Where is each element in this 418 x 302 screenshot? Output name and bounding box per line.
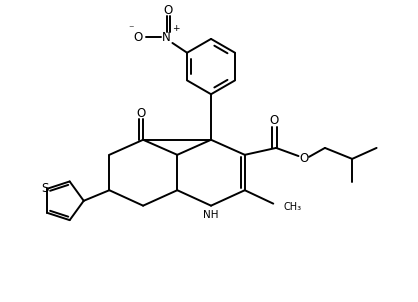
Text: O: O [270, 114, 279, 127]
Text: +: + [172, 24, 179, 33]
Text: N: N [162, 31, 171, 44]
Text: CH₃: CH₃ [284, 202, 302, 212]
Text: NH: NH [203, 210, 219, 220]
Text: O: O [164, 4, 173, 17]
Text: O: O [300, 153, 309, 165]
Text: O: O [134, 31, 143, 44]
Text: ⁻: ⁻ [128, 24, 134, 34]
Text: S: S [41, 182, 48, 194]
Text: O: O [136, 107, 146, 120]
